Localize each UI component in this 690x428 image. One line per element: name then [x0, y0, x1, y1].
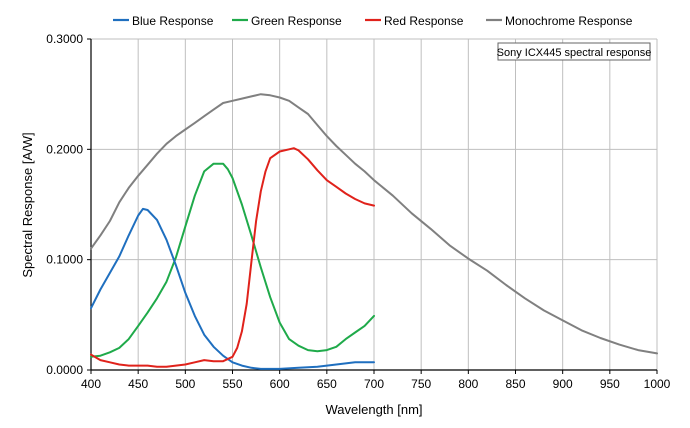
blue-response-line	[90, 207, 375, 370]
x-tick-label: 850	[505, 377, 525, 391]
axes: 400 450 500 550 600 650 700 750 800 850 900 950 1000…	[46, 32, 670, 391]
x-tick-label: 950	[600, 377, 620, 391]
y-tick-label: 0.1000	[46, 253, 83, 267]
red-response-legend-label: Red Response	[384, 14, 464, 28]
x-tick-label: 1000	[644, 377, 671, 391]
series-lines	[90, 93, 658, 370]
monochrome-response-line	[90, 93, 658, 355]
x-tick-label: 600	[270, 377, 290, 391]
legend: Blue Response Green Response Red Response M…	[113, 14, 633, 28]
monochrome-response-legend-label: Monochrome Response	[505, 14, 633, 28]
y-tick-label: 0.0000	[46, 363, 83, 377]
annotation-box: Sony ICX445 spectral response	[497, 42, 652, 61]
red-response-line	[90, 147, 375, 368]
y-axis-label: Spectral Response [A/W]	[20, 132, 35, 277]
annotation-text: Sony ICX445 spectral response	[497, 47, 652, 59]
x-tick-label: 750	[411, 377, 431, 391]
x-tick-label: 900	[553, 377, 573, 391]
x-tick-label: 650	[317, 377, 337, 391]
x-tick-label: 800	[458, 377, 478, 391]
x-tick-label: 550	[222, 377, 242, 391]
x-tick-label: 450	[128, 377, 148, 391]
y-tick-label: 0.3000	[46, 32, 83, 46]
x-tick-label: 500	[175, 377, 195, 391]
y-tick-label: 0.2000	[46, 142, 83, 156]
x-tick-label: 700	[364, 377, 384, 391]
x-tick-label: 400	[81, 377, 101, 391]
annotation-frame	[497, 42, 651, 61]
grid	[91, 38, 658, 370]
green-response-legend-label: Green Response	[251, 14, 342, 28]
blue-response-legend-label: Blue Response	[132, 14, 214, 28]
green-response-line	[90, 162, 375, 358]
x-axis-label: Wavelength [nm]	[325, 402, 422, 417]
